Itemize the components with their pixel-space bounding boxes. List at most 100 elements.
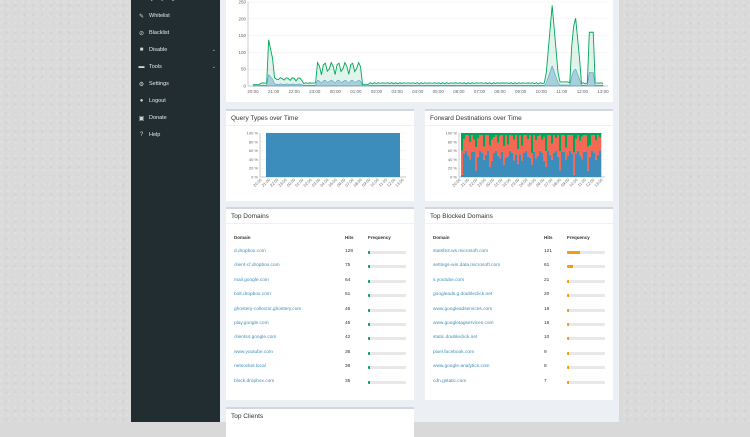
sidebar-item-query-log[interactable]: ≡Query Log (131, 0, 220, 7)
destination-segment (591, 133, 594, 135)
hits-column-header[interactable]: Hits (544, 235, 553, 240)
destination-segment (589, 156, 592, 177)
domain-link[interactable]: block.dropbox.com (234, 378, 275, 384)
destination-segment (483, 159, 486, 177)
hits-value: 45 (345, 321, 351, 326)
hits-value: 46 (345, 306, 351, 312)
domain-link[interactable]: pixel.facebook.com (433, 349, 475, 355)
domain-link[interactable]: s.youtube.com (433, 277, 465, 283)
y-tick-label: 100 % (446, 131, 458, 136)
destination-segment (541, 133, 544, 140)
x-tick-label: 05:00 (327, 177, 338, 188)
destination-segment (563, 133, 566, 135)
domain-link[interactable]: d.dropbox.com (234, 249, 266, 254)
destination-segment (507, 133, 510, 145)
domain-link[interactable]: www.googletagservices.com (433, 321, 494, 326)
frequency-column-header[interactable]: Frequency (368, 235, 391, 240)
destination-segment (597, 154, 600, 177)
table-row: client-cf.dropbox.com 75 (234, 263, 410, 277)
domain-link[interactable]: ghostery-collector.ghostery.com (234, 306, 302, 312)
destination-segment (571, 133, 574, 135)
domain-link[interactable]: cdn.gstatic.com (433, 378, 467, 384)
domain-link[interactable]: www.google-analytics.com (433, 364, 490, 370)
top-domains-panel: Top Domains Domain Hits Frequency d.drop… (226, 207, 414, 400)
destination-segment (483, 133, 486, 147)
frequency-bar (368, 308, 406, 312)
destination-segment (519, 154, 522, 177)
destination-segment (481, 135, 484, 153)
y-tick-label: 100 (238, 50, 246, 55)
frequency-bar-fill (368, 251, 370, 254)
frequency-bar-fill (368, 279, 370, 283)
sidebar-item-settings[interactable]: ⚙ Settings (131, 76, 220, 92)
destination-segment (547, 133, 550, 135)
domain-link[interactable]: netsocket.local (234, 364, 266, 370)
destination-segment (485, 135, 488, 155)
sidebar-item-donate[interactable]: ▣ Donate (131, 110, 220, 126)
destination-segment (511, 152, 514, 177)
domain-link[interactable]: www.googleadservices.com (433, 306, 493, 312)
domain-column-header[interactable]: Domain (234, 235, 251, 240)
table-row: statsfe2.ws.microsoft.com 121 (433, 249, 609, 263)
frequency-bar-fill (368, 323, 370, 326)
x-tick-label: 22:00 (468, 177, 479, 188)
chevron-down-icon: ⌄ (211, 47, 216, 53)
sidebar-item-help[interactable]: ? Help (131, 127, 220, 143)
sidebar-item-whitelist[interactable]: ✎ Whitelist (131, 8, 220, 24)
forward-destinations-title: Forward Destinations over Time (430, 115, 522, 122)
domain-link[interactable]: bolt.dropbox.com (234, 292, 271, 298)
destination-segment (531, 164, 534, 177)
destination-segment (477, 138, 480, 157)
y-tick-label: 20 % (448, 166, 458, 171)
destination-segment (501, 151, 504, 177)
x-tick-label: 08:00 (494, 89, 506, 94)
domain-link[interactable]: clients4.google.com (234, 335, 277, 341)
domain-link[interactable]: client-cf.dropbox.com (234, 263, 280, 269)
destination-segment (579, 133, 582, 141)
table-row: ghostery-collector.ghostery.com 46 (234, 307, 410, 321)
destination-segment (491, 133, 494, 140)
x-tick-label: 11:00 (378, 177, 389, 188)
destination-segment (473, 139, 476, 152)
x-tick-label: 12:00 (585, 177, 596, 188)
domain-column-header[interactable]: Domain (433, 235, 450, 240)
sidebar-item-tools[interactable]: ▬ Tools ⌄ (131, 59, 220, 75)
destination-segment (481, 133, 484, 135)
destination-segment (547, 135, 550, 151)
hits-value: 128 (345, 249, 354, 254)
destination-segment (523, 152, 526, 177)
hits-column-header[interactable]: Hits (345, 235, 354, 240)
domain-link[interactable]: mail.google.com (234, 277, 269, 283)
domain-link[interactable]: www.youtube.com (234, 349, 273, 355)
sidebar-item-blacklist[interactable]: ⊘ Blacklist (131, 25, 220, 41)
x-tick-label: 21:00 (268, 89, 280, 94)
x-tick-label: 07:00 (344, 177, 355, 188)
domain-link[interactable]: statsfe2.ws.microsoft.com (433, 249, 489, 254)
x-tick-label: 23:00 (277, 177, 288, 188)
destination-segment (485, 133, 488, 135)
sidebar-item-logout[interactable]: ● Logout (131, 93, 220, 109)
sidebar-item-disable[interactable]: ■ Disable ⌄ (131, 42, 220, 58)
domain-link[interactable]: googleads.g.doubleclick.net (433, 292, 493, 298)
frequency-bar (567, 265, 605, 269)
domain-link[interactable]: play.google.com (234, 321, 269, 326)
destination-segment (549, 154, 552, 177)
frequency-column-header[interactable]: Frequency (567, 235, 590, 240)
domain-link[interactable]: static.doubleclick.net (433, 335, 478, 341)
pencil-icon: ✎ (138, 13, 145, 20)
frequency-bar (567, 380, 605, 384)
x-tick-label: 07:00 (543, 177, 554, 188)
hits-value: 51 (345, 292, 351, 298)
destination-segment (471, 135, 474, 152)
y-tick-label: 40 % (249, 157, 259, 162)
x-tick-label: 01:00 (294, 177, 305, 188)
destination-segment (599, 150, 602, 177)
frequency-bar-fill (567, 279, 570, 283)
destination-segment (533, 135, 536, 152)
destination-segment (549, 133, 552, 135)
domain-link[interactable]: settings-win.data.microsoft.com (433, 263, 501, 269)
destination-segment (471, 151, 474, 177)
table-row: s.youtube.com 21 (433, 278, 609, 292)
folder-icon: ▬ (138, 64, 145, 70)
y-tick-label: 40 % (448, 157, 458, 162)
